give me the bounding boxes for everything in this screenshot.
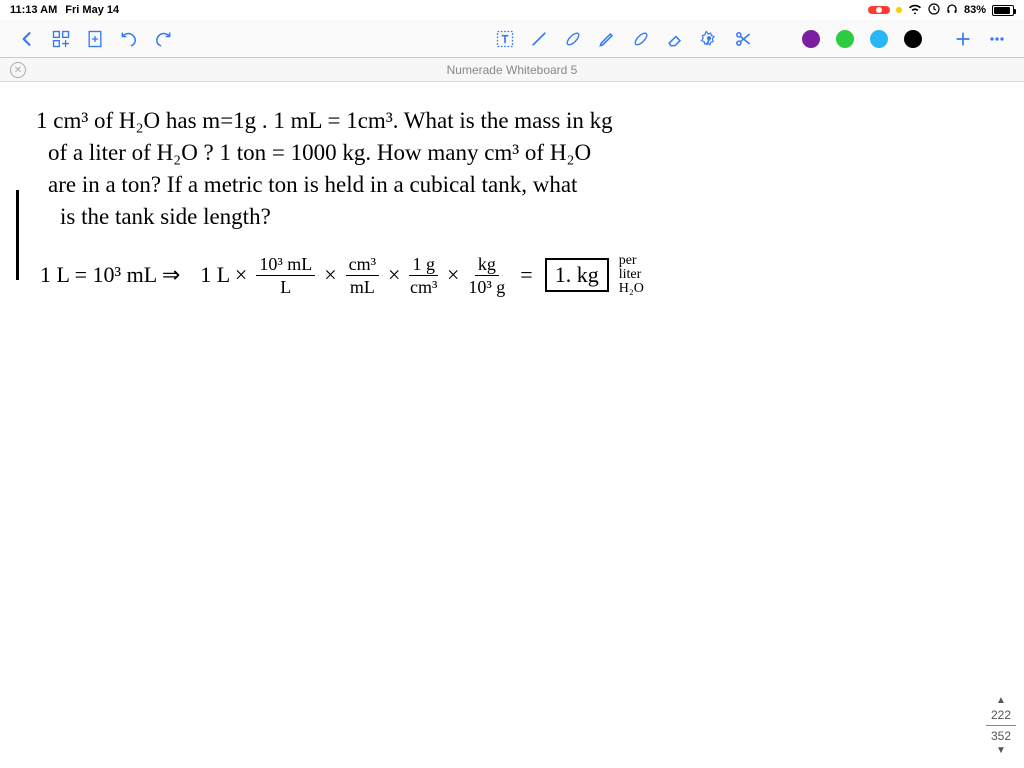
color-dot-red [768,30,786,48]
color-dot-purple [802,30,820,48]
eraser-tool-button[interactable] [660,24,690,54]
color-dot-cyan [870,30,888,48]
document-title: Numerade Whiteboard 5 [447,63,578,77]
color-red[interactable] [762,24,792,54]
document-subheader: ✕ Numerade Whiteboard 5 [0,58,1024,82]
headphones-icon [946,3,958,18]
pencil-tool-button[interactable] [592,24,622,54]
battery-percent: 83% [964,4,986,16]
eq-1l: 1 L × [200,262,247,288]
boxed-answer: 1. kg [545,258,609,292]
note-line-4: is the tank side length? [60,204,271,230]
status-bar: 11:13 AM Fri May 14 83% [0,0,1024,20]
wifi-icon [908,3,922,17]
new-page-button[interactable] [80,24,110,54]
eq-lhs: 1 L = 10³ mL ⇒ [40,262,180,288]
note-line-2: of a liter of H₂O ? 1 ton = 1000 kg. How… [48,140,591,166]
page-control: ▲ 222 352 ▼ [986,695,1016,756]
color-dot-black [904,30,922,48]
scissors-tool-button[interactable] [728,24,758,54]
note-line-1: 1 cm³ of H₂O has m=1g . 1 mL = 1cm³. Wha… [36,108,613,134]
page-down-button[interactable]: ▼ [996,745,1006,756]
orientation-lock-icon [928,3,940,18]
screen-record-indicator[interactable] [868,6,890,14]
fraction-2: cm³ mL [346,255,379,296]
status-time: 11:13 AM [10,4,57,16]
equation-line: 1 L = 10³ mL ⇒ 1 L × 10³ mL L × cm³ mL ×… [40,254,644,296]
line-tool-button[interactable] [524,24,554,54]
add-button[interactable] [948,24,978,54]
fraction-3: 1 g cm³ [409,255,438,296]
toolbar [0,20,1024,58]
page-up-button[interactable]: ▲ [996,695,1006,706]
close-toolbar-button[interactable]: ✕ [10,62,26,78]
location-indicator-icon [896,7,902,13]
color-cyan[interactable] [864,24,894,54]
lasso-tool-button[interactable] [694,24,724,54]
total-pages: 352 [991,729,1011,743]
margin-bar [16,190,19,280]
redo-button[interactable] [148,24,178,54]
undo-button[interactable] [114,24,144,54]
color-green[interactable] [830,24,860,54]
fraction-4: kg 10³ g [468,255,505,296]
grid-add-button[interactable] [46,24,76,54]
whiteboard-canvas[interactable]: 1 cm³ of H₂O has m=1g . 1 mL = 1cm³. Wha… [0,82,1024,768]
highlighter-tool-button[interactable] [626,24,656,54]
back-button[interactable] [12,24,42,54]
note-line-3: are in a ton? If a metric ton is held in… [48,172,577,198]
status-date: Fri May 14 [65,4,119,16]
battery-icon [992,5,1014,16]
color-black[interactable] [898,24,928,54]
answer-unit: per liter H₂O [619,254,644,296]
text-tool-button[interactable] [490,24,520,54]
fraction-1: 10³ mL L [256,255,315,296]
pen-tool-button[interactable] [558,24,588,54]
color-dot-green [836,30,854,48]
more-button[interactable] [982,24,1012,54]
current-page: 222 [991,708,1011,722]
color-purple[interactable] [796,24,826,54]
